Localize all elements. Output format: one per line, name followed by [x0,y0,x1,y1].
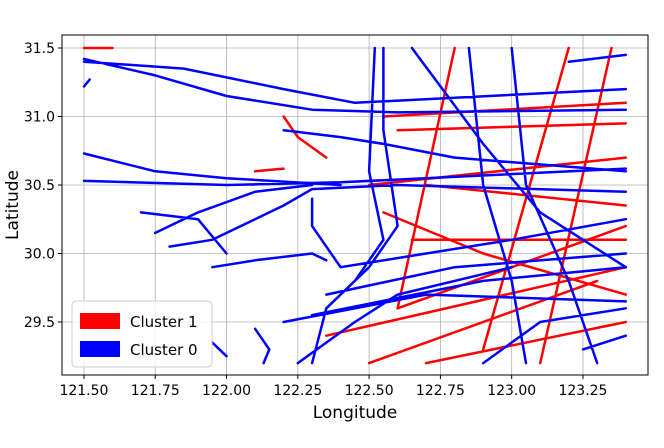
y-tick-label: 30.5 [24,178,55,194]
trajectory [82,46,628,365]
y-axis-label: Latitude [3,170,23,240]
x-tick-label: 123.00 [487,383,536,399]
x-tick-label: 122.50 [345,383,394,399]
x-tick-label: 122.00 [202,383,251,399]
y-tick-label: 30.0 [24,246,55,262]
y-tick-label: 29.5 [24,315,55,331]
legend-label: Cluster 0 [130,341,198,359]
legend-swatch [80,341,120,357]
legend-label: Cluster 1 [130,313,198,331]
x-axis-label: Longitude [313,403,398,423]
x-tick-label: 121.50 [59,383,108,399]
legend-swatch [80,313,120,329]
legend: Cluster 1 Cluster 0 [71,300,213,368]
x-tick-label: 122.75 [416,383,465,399]
x-tick-label: 121.75 [131,383,180,399]
y-tick-label: 31.0 [24,110,55,126]
x-tick-label: 123.25 [558,383,607,399]
plot-frame [61,34,649,376]
y-tick-label: 31.5 [24,41,55,57]
x-tick-label: 122.25 [273,383,322,399]
